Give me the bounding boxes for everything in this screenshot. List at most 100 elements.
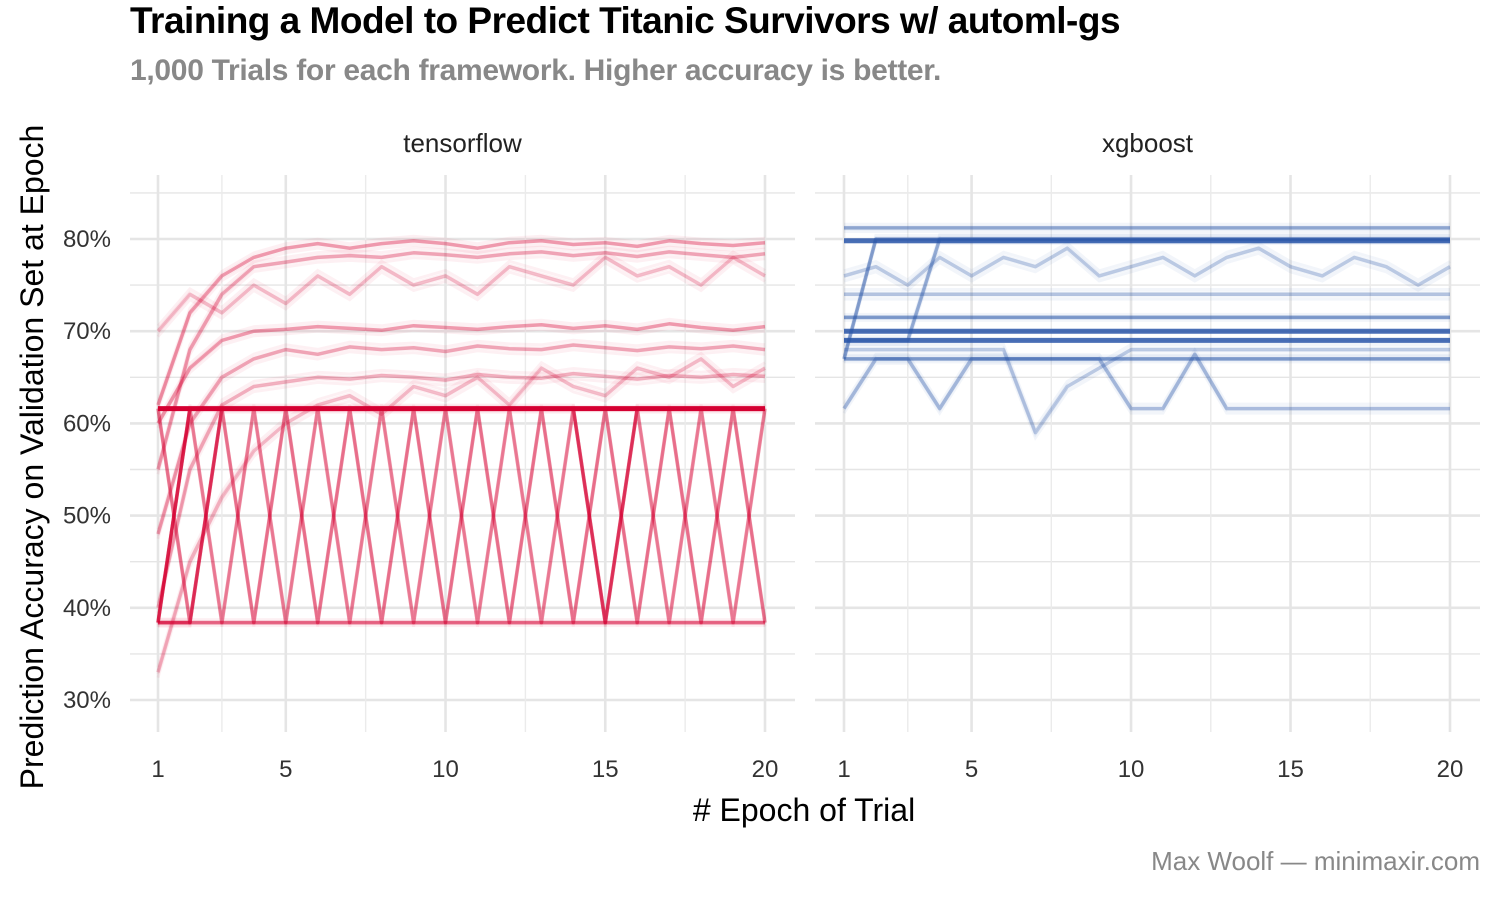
series-haze: [842, 241, 1450, 363]
series-haze: [842, 346, 1450, 407]
series-line-mid-68: [156, 343, 766, 535]
facet-strip-label: tensorflow: [403, 128, 522, 158]
x-tick-label: 5: [965, 756, 978, 783]
series-haze: [156, 412, 767, 627]
series-line-low-61.6: [842, 352, 1450, 411]
series-haze: [844, 346, 1450, 435]
series-haze: [156, 409, 765, 626]
series-haze: [156, 253, 766, 331]
series-line-noisy-low: [156, 357, 766, 673]
series-haze: [844, 343, 1450, 431]
series-line-noisy-mid: [156, 255, 766, 333]
series-haze: [158, 405, 765, 623]
series-haze: [156, 320, 766, 423]
series-haze: [156, 409, 767, 625]
chart-subtitle: 1,000 Trials for each framework. Higher …: [130, 54, 942, 87]
series-haze: [156, 412, 767, 628]
series-line-dip-63: [844, 347, 1450, 435]
series-haze: [842, 236, 1450, 359]
series-line-jump-69-80: [844, 237, 1450, 343]
series-haze: [156, 404, 765, 621]
series-line-zigzag-b: [156, 406, 767, 625]
series-haze: [156, 358, 766, 675]
series-haze: [156, 326, 766, 429]
y-tick-label: 50%: [63, 503, 111, 530]
series-haze: [842, 233, 1450, 356]
x-tick-label: 15: [592, 756, 619, 783]
series-line-jump-67-80: [842, 237, 1450, 360]
series-haze: [843, 248, 1451, 289]
x-tick-label: 10: [1118, 756, 1145, 783]
series-haze: [156, 370, 766, 607]
series-haze: [156, 407, 767, 622]
x-axis-label: # Epoch of Trial: [693, 792, 915, 828]
x-tick-label: 20: [752, 756, 779, 783]
series-haze: [156, 317, 766, 420]
series-haze: [844, 236, 1450, 341]
series-haze: [842, 349, 1450, 410]
series-haze: [156, 250, 766, 327]
series-haze: [842, 355, 1450, 416]
series-haze: [844, 353, 1450, 441]
series-haze: [844, 349, 1450, 438]
series-haze: [156, 373, 766, 610]
chart-title: Training a Model to Predict Titanic Surv…: [130, 0, 1121, 41]
series-haze: [156, 323, 766, 426]
series-haze: [156, 260, 766, 338]
series-haze: [156, 409, 767, 625]
x-tick-label: 1: [151, 756, 164, 783]
series-haze: [844, 233, 1450, 338]
series-haze: [156, 248, 766, 469]
series-haze: [156, 341, 766, 533]
x-tick-label: 10: [432, 756, 459, 783]
series-haze: [156, 251, 766, 472]
series-haze: [842, 238, 1450, 361]
facet-strip-label: xgboost: [1102, 128, 1194, 158]
series-haze: [156, 404, 767, 619]
series-haze: [156, 351, 766, 668]
series-line-zigzag-c: [158, 406, 765, 625]
series-haze: [156, 257, 766, 334]
x-tick-label: 5: [279, 756, 292, 783]
y-tick-label: 70%: [63, 318, 111, 345]
series-haze: [156, 362, 766, 679]
series-haze: [842, 352, 1450, 413]
x-tick-label: 1: [837, 756, 850, 783]
series-haze: [843, 244, 1451, 286]
series-haze: [844, 241, 1450, 347]
chart-caption: Max Woolf — minimaxir.com: [1151, 846, 1480, 876]
series-haze: [156, 348, 766, 540]
series-line-high-78: [156, 250, 766, 470]
series-haze: [156, 406, 767, 622]
series-haze: [156, 240, 766, 407]
series-haze: [156, 377, 766, 614]
series-haze: [156, 366, 766, 604]
series-line-mid-70: [156, 322, 766, 425]
y-axis-label: Prediction Accuracy on Validation Set at…: [14, 125, 50, 790]
series-line-zigzag-a: [156, 406, 767, 625]
series-haze: [156, 255, 766, 475]
series-haze: [156, 237, 766, 404]
y-tick-label: 30%: [63, 687, 111, 714]
y-tick-label: 40%: [63, 595, 111, 622]
series-haze: [158, 408, 765, 626]
series-haze: [156, 245, 766, 466]
series-haze: [156, 338, 766, 530]
series-line-jump-38-to-62: [156, 406, 765, 623]
x-tick-label: 15: [1277, 756, 1304, 783]
series-haze: [844, 238, 1450, 344]
series-line-wander: [843, 246, 1451, 287]
series-haze: [156, 345, 766, 537]
series-haze: [158, 403, 765, 621]
x-tick-label: 20: [1437, 756, 1464, 783]
series-haze: [156, 355, 766, 671]
series-line-high-80: [156, 239, 766, 406]
series-haze: [843, 241, 1451, 282]
series-haze: [156, 404, 767, 619]
y-tick-label: 60%: [63, 410, 111, 437]
series-haze: [156, 243, 766, 410]
series-haze: [843, 251, 1451, 293]
series-haze: [156, 234, 766, 401]
series-line-low-65: [156, 371, 766, 609]
